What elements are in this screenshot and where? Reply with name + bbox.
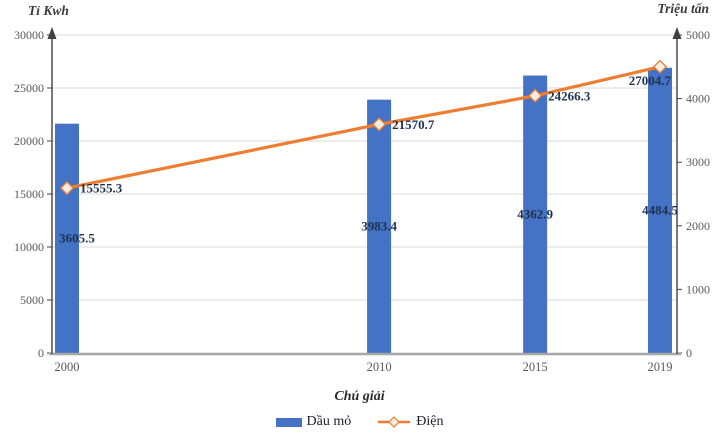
- left-axis-tick-label: 25000: [14, 81, 44, 95]
- legend-item-dau-mo: Dầu mỏ: [275, 414, 352, 430]
- left-axis-tick-label: 15000: [14, 187, 44, 201]
- legend-title: Chú giải: [334, 389, 385, 404]
- right-axis-tick-label: 2000: [686, 219, 710, 233]
- bar-2000: [55, 123, 79, 353]
- bar-value-label: 4484.5: [642, 202, 678, 217]
- legend-label-dien: Điện: [416, 414, 444, 429]
- left-axis-title: Tỉ Kwh: [28, 3, 69, 18]
- left-axis-tick-label: 30000: [14, 28, 44, 42]
- x-axis-label-2019: 2019: [648, 360, 673, 374]
- x-axis-label-2000: 2000: [55, 360, 80, 374]
- left-axis-arrow-icon: [47, 27, 57, 39]
- line-value-label: 15555.3: [80, 181, 123, 196]
- right-axis-tick-label: 3000: [686, 155, 710, 169]
- right-axis-tick-label: 5000: [686, 28, 710, 42]
- diamond-marker-2000: [59, 180, 75, 196]
- x-axis-label-2015: 2015: [523, 360, 548, 374]
- legend-item-dien: Điện: [377, 414, 443, 430]
- legend-label-dau-mo: Dầu mỏ: [306, 414, 352, 429]
- diamond-marker-2010: [371, 117, 387, 132]
- right-axis-tick-label: 0: [686, 346, 692, 360]
- x-axis-label-2010: 2010: [367, 360, 392, 374]
- bar-value-label: 3983.4: [361, 218, 397, 233]
- line-value-label: 21570.7: [392, 117, 435, 132]
- line-value-label: 24266.3: [548, 88, 591, 103]
- bar-2019: [648, 67, 672, 353]
- left-axis-tick-label: 10000: [14, 240, 44, 254]
- legend: Dầu mỏ Điện: [0, 414, 719, 430]
- right-axis-arrow-icon: [672, 27, 682, 39]
- diamond-marker-2019: [652, 59, 668, 74]
- bar-value-label: 4362.9: [517, 206, 553, 221]
- left-axis-tick-label: 0: [38, 346, 44, 360]
- left-axis-tick-label: 20000: [14, 134, 44, 148]
- line-dien: [66, 65, 661, 190]
- line-diamond-swatch-icon: [378, 416, 411, 428]
- bar-2010: [367, 99, 392, 353]
- right-axis-tick-label: 4000: [686, 92, 710, 106]
- bar-value-label: 3605.5: [59, 230, 95, 245]
- diamond-marker-2015: [528, 88, 543, 103]
- bar-swatch-icon: [275, 417, 302, 427]
- right-axis-title: Triệu tấn: [657, 1, 709, 16]
- left-axis-tick-label: 5000: [20, 293, 44, 307]
- line-value-label: 27004.7: [629, 73, 672, 88]
- right-axis-tick-label: 1000: [686, 282, 710, 296]
- bar-2015: [523, 75, 548, 353]
